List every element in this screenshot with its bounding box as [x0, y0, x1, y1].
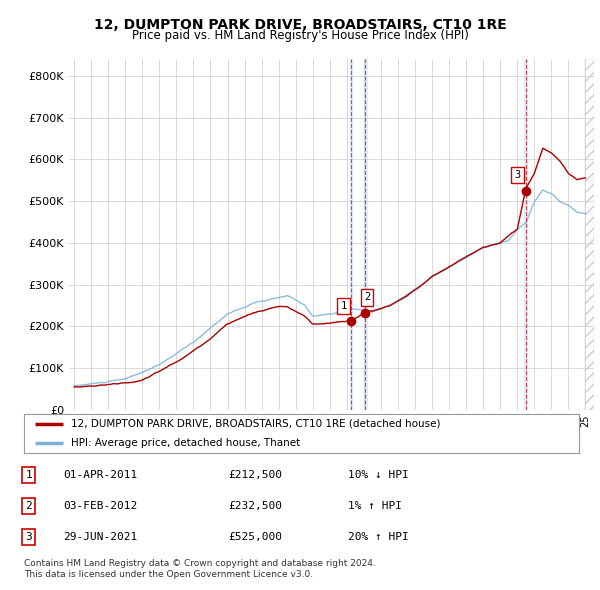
Text: 1: 1: [340, 301, 347, 311]
Text: 3: 3: [514, 170, 520, 180]
Text: Contains HM Land Registry data © Crown copyright and database right 2024.: Contains HM Land Registry data © Crown c…: [24, 559, 376, 568]
Text: £232,500: £232,500: [228, 501, 282, 511]
Text: 20% ↑ HPI: 20% ↑ HPI: [348, 532, 409, 542]
Text: 1: 1: [25, 470, 32, 480]
Text: Price paid vs. HM Land Registry's House Price Index (HPI): Price paid vs. HM Land Registry's House …: [131, 30, 469, 42]
Text: 1% ↑ HPI: 1% ↑ HPI: [348, 501, 402, 511]
Text: HPI: Average price, detached house, Thanet: HPI: Average price, detached house, Than…: [71, 438, 301, 448]
Text: 03-FEB-2012: 03-FEB-2012: [63, 501, 137, 511]
Bar: [350, 59, 352, 410]
Text: 12, DUMPTON PARK DRIVE, BROADSTAIRS, CT10 1RE: 12, DUMPTON PARK DRIVE, BROADSTAIRS, CT1…: [94, 18, 506, 32]
Text: 01-APR-2011: 01-APR-2011: [63, 470, 137, 480]
Text: 29-JUN-2021: 29-JUN-2021: [63, 532, 137, 542]
Text: 12, DUMPTON PARK DRIVE, BROADSTAIRS, CT10 1RE (detached house): 12, DUMPTON PARK DRIVE, BROADSTAIRS, CT1…: [71, 419, 440, 429]
Bar: [524, 59, 527, 410]
Text: £525,000: £525,000: [228, 532, 282, 542]
Text: £212,500: £212,500: [228, 470, 282, 480]
Text: 3: 3: [25, 532, 32, 542]
Text: 10% ↓ HPI: 10% ↓ HPI: [348, 470, 409, 480]
Bar: [364, 59, 367, 410]
Text: 2: 2: [25, 501, 32, 511]
Text: 2: 2: [364, 293, 370, 303]
Text: This data is licensed under the Open Government Licence v3.0.: This data is licensed under the Open Gov…: [24, 571, 313, 579]
